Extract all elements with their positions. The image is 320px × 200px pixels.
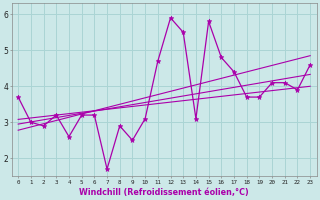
X-axis label: Windchill (Refroidissement éolien,°C): Windchill (Refroidissement éolien,°C): [79, 188, 249, 197]
